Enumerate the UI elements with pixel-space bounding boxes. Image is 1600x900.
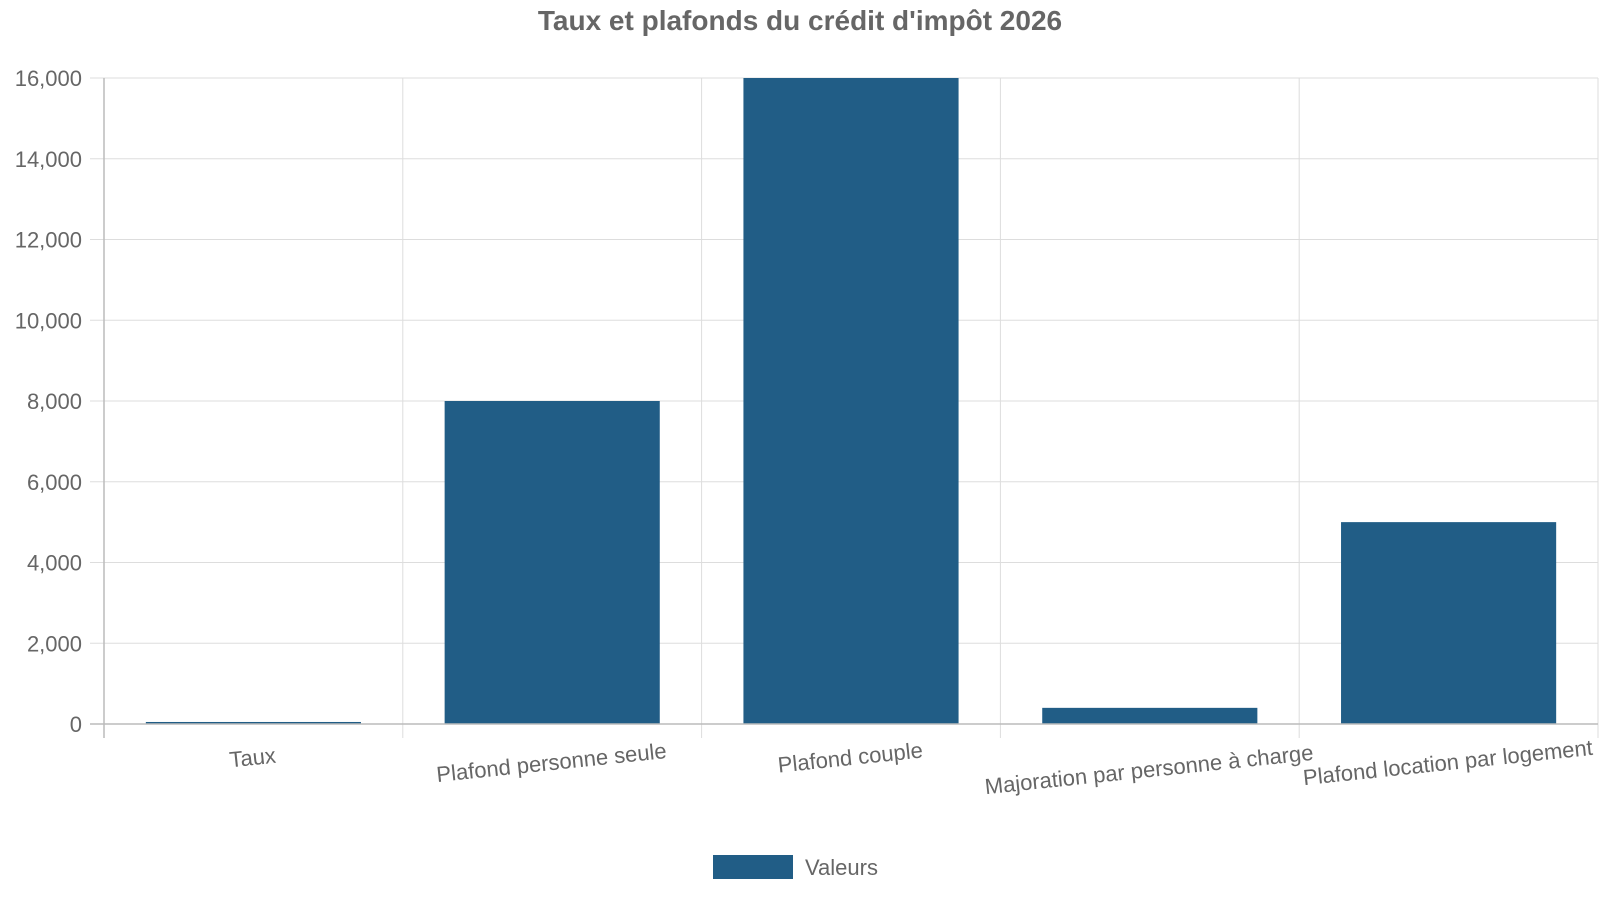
x-tick-label: Plafond personne seule [435,738,668,787]
legend: Valeurs [713,855,878,880]
bar [1042,707,1258,724]
y-tick-label: 0 [70,712,82,737]
y-axis-ticks: 0 2,000 4,000 6,000 8,000 10,000 12,000 14,000 1… [15,66,82,737]
y-tick-label: 8,000 [27,389,82,414]
x-tick-label: Plafond couple [777,738,924,778]
legend-label: Valeurs [805,855,878,880]
y-tick-label: 10,000 [15,308,82,333]
x-tick-label: Taux [228,743,277,773]
x-axis-ticks: Taux Plafond personne seule Plafond couple… [228,735,1594,799]
x-tick-label: Plafond location par logement [1302,735,1594,790]
bar [1341,522,1557,724]
y-tick-label: 6,000 [27,470,82,495]
legend-swatch [713,855,793,879]
bar [145,721,361,724]
chart-title: Taux et plafonds du crédit d'impôt 2026 [538,5,1062,36]
y-tick-label: 2,000 [27,631,82,656]
bars [145,78,1557,724]
x-tick-label: Majoration par personne à charge [984,740,1315,799]
bar [444,401,660,724]
bar [743,78,959,724]
y-tick-label: 12,000 [15,228,82,253]
y-tick-label: 4,000 [27,551,82,576]
axes [90,78,1598,738]
y-tick-label: 14,000 [15,147,82,172]
y-tick-label: 16,000 [15,66,82,91]
